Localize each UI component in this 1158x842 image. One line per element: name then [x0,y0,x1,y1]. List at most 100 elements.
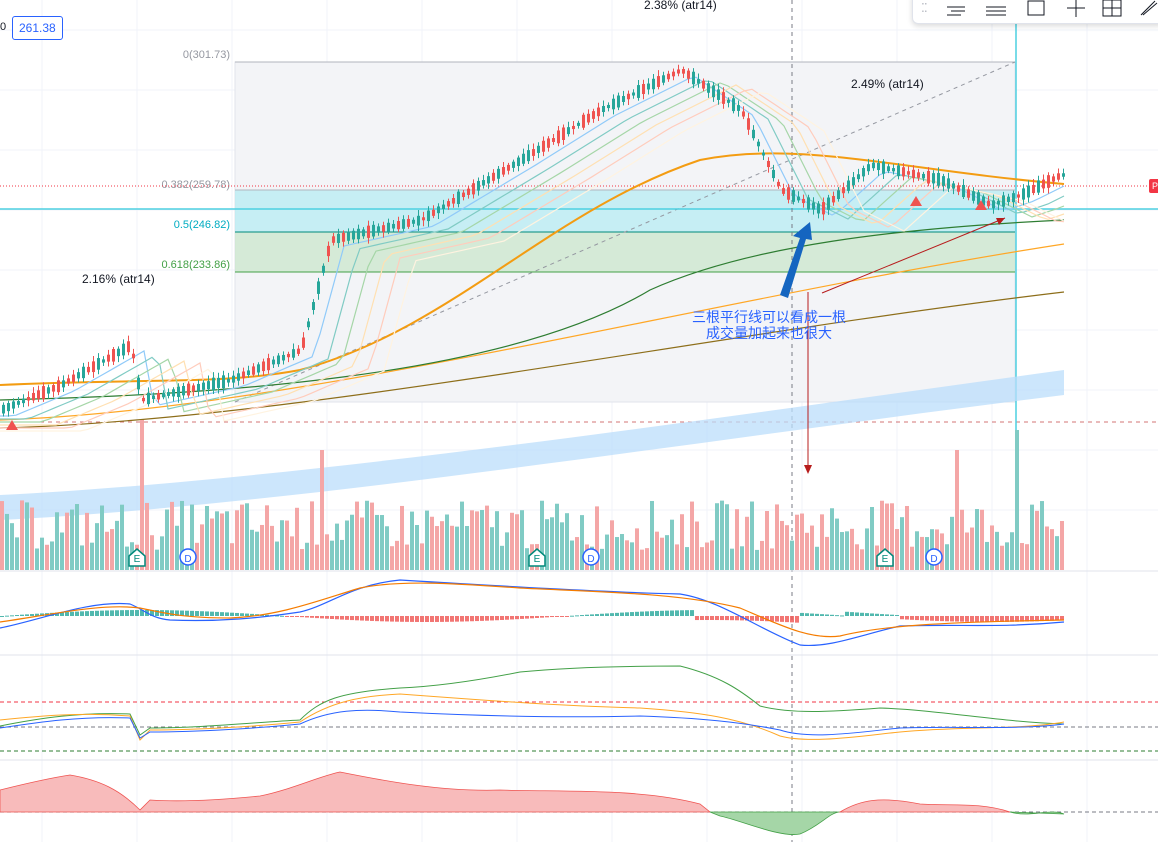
candle-body [12,401,15,409]
macd-bar [135,610,139,616]
candle-body [207,381,210,390]
candle-body [417,215,420,226]
macd-bar [150,610,154,616]
volume-bar [340,539,344,570]
macd-bar [855,612,859,616]
candle-body [827,197,830,210]
candle-body [792,190,795,202]
brush-icon[interactable] [1135,0,1158,19]
volume-bar [245,503,249,570]
area-positive [0,771,712,813]
earnings-marker-icon[interactable] [876,548,894,567]
macd-bar [155,610,159,616]
candle-body [657,76,660,87]
candle-body [957,185,960,192]
macd-bar [755,616,759,621]
candle-body [302,337,305,348]
volume-bar [90,542,94,570]
macd-bar [600,613,604,616]
candle-body [402,219,405,229]
volume-bar [315,544,319,570]
candle-body [472,183,475,195]
volume-bar [1015,430,1019,570]
macd-bar [845,611,849,616]
volume-bar [965,532,969,570]
candle-body [567,127,570,135]
volume-bar [970,527,974,570]
macd-bar [210,611,214,616]
volume-bar [150,535,154,570]
dividend-marker-icon[interactable] [582,548,600,566]
macd-bar [630,612,634,616]
volume-bar [800,513,804,570]
earnings-marker-icon[interactable] [528,548,546,567]
volume-bar [65,512,69,570]
volume-bar [570,540,574,570]
volume-bar [790,540,794,570]
horizontal-lines-icon[interactable] [943,0,969,19]
volume-bar [330,540,334,570]
volume-bar [1005,542,1009,570]
volume-bar [425,510,429,570]
candle-body [387,222,390,232]
macd-bar [885,614,889,616]
drag-handle-icon[interactable]: ⁚⁚ [921,1,928,15]
rectangle-icon[interactable] [1023,0,1049,19]
volume-bar [305,542,309,570]
candlestick-series[interactable] [2,64,1065,417]
fib-band-0382-05 [235,190,1015,232]
volume-bar [365,500,369,570]
drawing-toolbar[interactable]: ⁚⁚ [912,0,1158,24]
macd-bar [15,615,19,617]
volume-bar [750,501,754,570]
volume-bar [465,526,469,570]
macd-bar [820,614,824,616]
volume-bar [355,501,359,570]
macd-bar [5,615,9,617]
macd-bar [940,616,944,622]
annotation-text-line2: 成交量加起来也很大 [706,325,832,341]
macd-bar [240,613,244,616]
volume-bar [290,536,294,570]
macd-bar [195,611,199,616]
dividend-marker-icon[interactable] [925,548,943,566]
earnings-marker-icon[interactable] [128,548,146,567]
macd-bar [815,613,819,616]
macd-bar [615,612,619,616]
right-price-tag: P [1149,179,1158,193]
volume-bar [695,521,699,570]
volume-bar [165,509,169,570]
volume-bar [655,531,659,570]
volume-bar [690,501,694,570]
candle-body [867,164,870,172]
macd-bar [685,610,689,616]
candle-body [127,341,130,353]
crosshair-icon[interactable] [1063,0,1089,19]
volume-bar [615,537,619,570]
grid-box-icon[interactable] [1099,0,1125,19]
macd-bar [720,616,724,621]
volume-bar [160,536,164,570]
candle-body [972,191,975,201]
volume-bar [960,509,964,570]
macd-bar [330,616,334,620]
macd-bar [715,616,719,621]
macd-bar [800,612,804,616]
macd-bar [790,616,794,623]
macd-bar [500,616,504,620]
macd-bar [90,610,94,616]
parallel-lines-icon[interactable] [983,0,1009,19]
candle-body [482,180,485,186]
macd-bar [675,610,679,616]
price-badge[interactable]: 261.38 [12,16,63,40]
macd-bar [465,616,469,622]
volume-bar [55,512,59,570]
dividend-marker-icon[interactable] [179,548,197,566]
volume-bar [310,501,314,570]
volume-bar [995,531,999,570]
candle-body [287,353,290,358]
candle-body [322,265,325,273]
candle-body [272,359,275,365]
